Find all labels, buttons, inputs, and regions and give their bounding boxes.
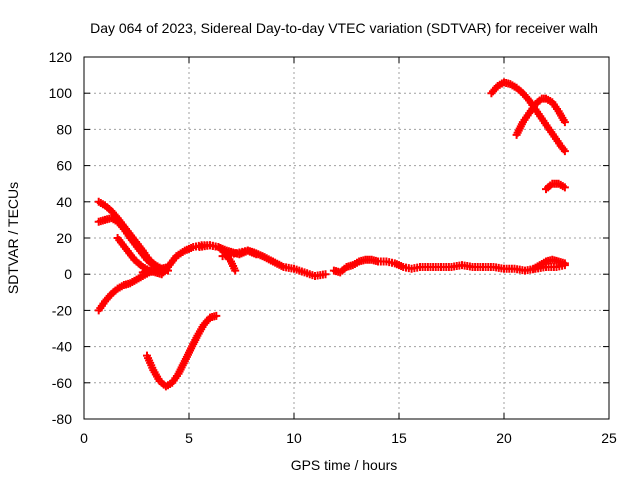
series-arc-j: [529, 255, 569, 273]
y-tick-label: 80: [56, 121, 72, 137]
plot-frame: [83, 56, 610, 420]
x-tick-label: 20: [496, 430, 512, 446]
x-tick-label: 0: [80, 430, 88, 446]
data-point: [252, 250, 261, 259]
series-arc-e: [143, 311, 221, 391]
x-tick-label: 10: [286, 430, 302, 446]
series-arc-g: [195, 241, 240, 275]
y-tick-label: 60: [56, 158, 72, 174]
y-tick-label: -40: [52, 339, 72, 355]
data-point: [560, 118, 569, 127]
y-tick-label: -80: [52, 411, 72, 427]
y-tick-label: 120: [49, 49, 73, 65]
x-tick-label: 5: [185, 430, 193, 446]
y-tick-label: 40: [56, 194, 72, 210]
y-axis-label: SDTVAR / TECUs: [5, 182, 21, 294]
x-tick-label: 25: [601, 430, 617, 446]
y-tick-label: -20: [52, 302, 72, 318]
y-tick-label: 20: [56, 230, 72, 246]
y-tick-label: 100: [49, 85, 73, 101]
y-tick-label: 0: [64, 266, 72, 282]
series-arc-m: [542, 179, 569, 194]
data-point: [231, 266, 240, 275]
chart-title: Day 064 of 2023, Sidereal Day-to-day VTE…: [90, 20, 598, 36]
series-arc-h: [218, 246, 261, 261]
tick-labels: 0 5 10 15 20 25 -80 -60 -40 -20 0 20 40 60 80 100 120: [49, 49, 617, 446]
x-tick-label: 15: [391, 430, 407, 446]
data-point: [321, 270, 330, 279]
data-point: [560, 147, 569, 156]
data-point: [212, 311, 221, 320]
series-arc-l: [512, 94, 569, 139]
y-tick-label: -60: [52, 375, 72, 391]
x-axis-label: GPS time / hours: [291, 457, 398, 473]
data-points: [94, 78, 569, 391]
series-arc-i: [329, 255, 569, 277]
data-point: [560, 259, 569, 268]
data-point: [560, 183, 569, 192]
